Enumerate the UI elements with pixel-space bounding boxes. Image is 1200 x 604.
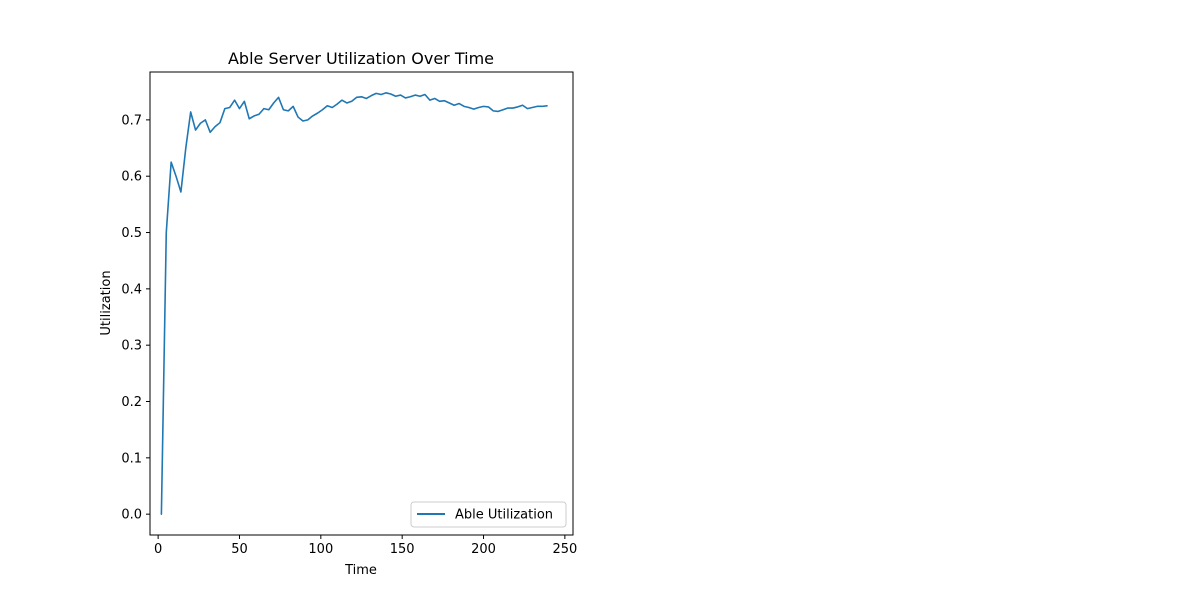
legend-label-able-utilization: Able Utilization [455, 508, 553, 523]
y-tick-label-0.4: 0.4 [121, 282, 142, 297]
y-tick-label-0.7: 0.7 [121, 113, 142, 128]
x-axis-ticks: 0 50 100 150 200 250 [154, 535, 577, 557]
x-tick-label-0: 0 [154, 542, 162, 557]
y-tick-label-0.5: 0.5 [121, 226, 142, 241]
y-axis-label: Utilization [99, 270, 114, 335]
series-layer [160, 92, 548, 515]
plot-frame [149, 71, 574, 536]
x-tick-label-150: 150 [390, 542, 415, 557]
legend-box [410, 501, 567, 528]
y-tick-label-0.3: 0.3 [121, 339, 142, 354]
plot-area [150, 72, 573, 535]
x-tick-label-50: 50 [231, 542, 248, 557]
chart-title: Able Server Utilization Over Time [228, 49, 494, 68]
y-tick-label-0.0: 0.0 [121, 508, 142, 523]
y-tick-label-0.1: 0.1 [121, 451, 142, 466]
series-line-0 [160, 92, 548, 515]
y-tick-label-0.6: 0.6 [121, 170, 142, 185]
y-axis-ticks: 0.0 0.1 0.2 0.3 0.4 0.5 0.6 0.7 [121, 113, 150, 523]
y-tick-label-0.2: 0.2 [121, 395, 142, 410]
x-axis-label: Time [344, 563, 377, 578]
x-tick-label-100: 100 [308, 542, 333, 557]
x-tick-label-200: 200 [471, 542, 496, 557]
x-tick-label-250: 250 [552, 542, 577, 557]
legend: Able Utilization [410, 501, 567, 528]
